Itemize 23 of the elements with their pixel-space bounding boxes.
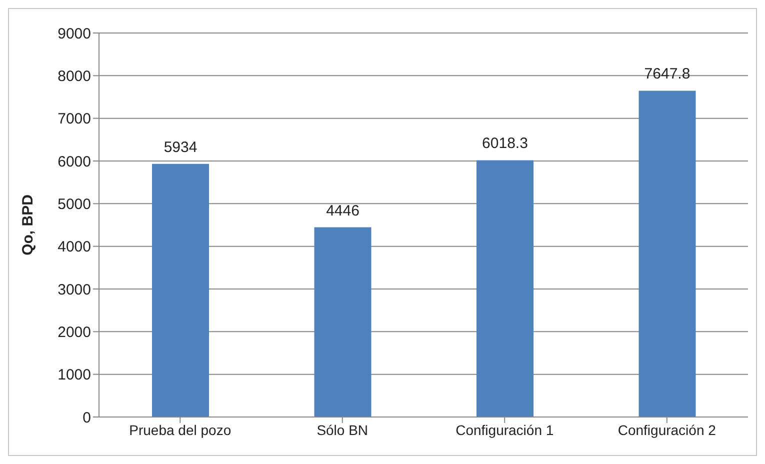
y-tick-label: 4000 bbox=[58, 238, 91, 256]
y-tick-label: 0 bbox=[82, 409, 91, 426]
data-label: 6018.3 bbox=[482, 135, 528, 152]
y-tick-label: 5000 bbox=[58, 196, 91, 213]
y-tick-label: 1000 bbox=[58, 366, 91, 384]
bar bbox=[314, 227, 372, 417]
y-tick-label: 9000 bbox=[58, 25, 91, 42]
x-tick-label: Configuración 1 bbox=[456, 422, 554, 438]
y-tick-label: 3000 bbox=[58, 281, 91, 298]
y-tick-label: 6000 bbox=[58, 153, 91, 170]
x-tick-label: Sólo BN bbox=[316, 422, 368, 438]
bar bbox=[152, 164, 209, 417]
bar bbox=[476, 160, 534, 417]
data-label: 5934 bbox=[164, 138, 198, 156]
y-tick-label: 2000 bbox=[58, 324, 91, 341]
y-axis-title: Qo, BPD bbox=[19, 194, 36, 256]
x-tick-label: Prueba del pozo bbox=[129, 422, 232, 438]
y-tick-label: 8000 bbox=[58, 68, 91, 85]
bar bbox=[638, 90, 696, 417]
data-label: 7647.8 bbox=[644, 66, 690, 83]
data-label: 4446 bbox=[326, 202, 360, 220]
x-tick-label: Configuración 2 bbox=[618, 422, 716, 438]
y-tick-label: 7000 bbox=[58, 110, 91, 128]
